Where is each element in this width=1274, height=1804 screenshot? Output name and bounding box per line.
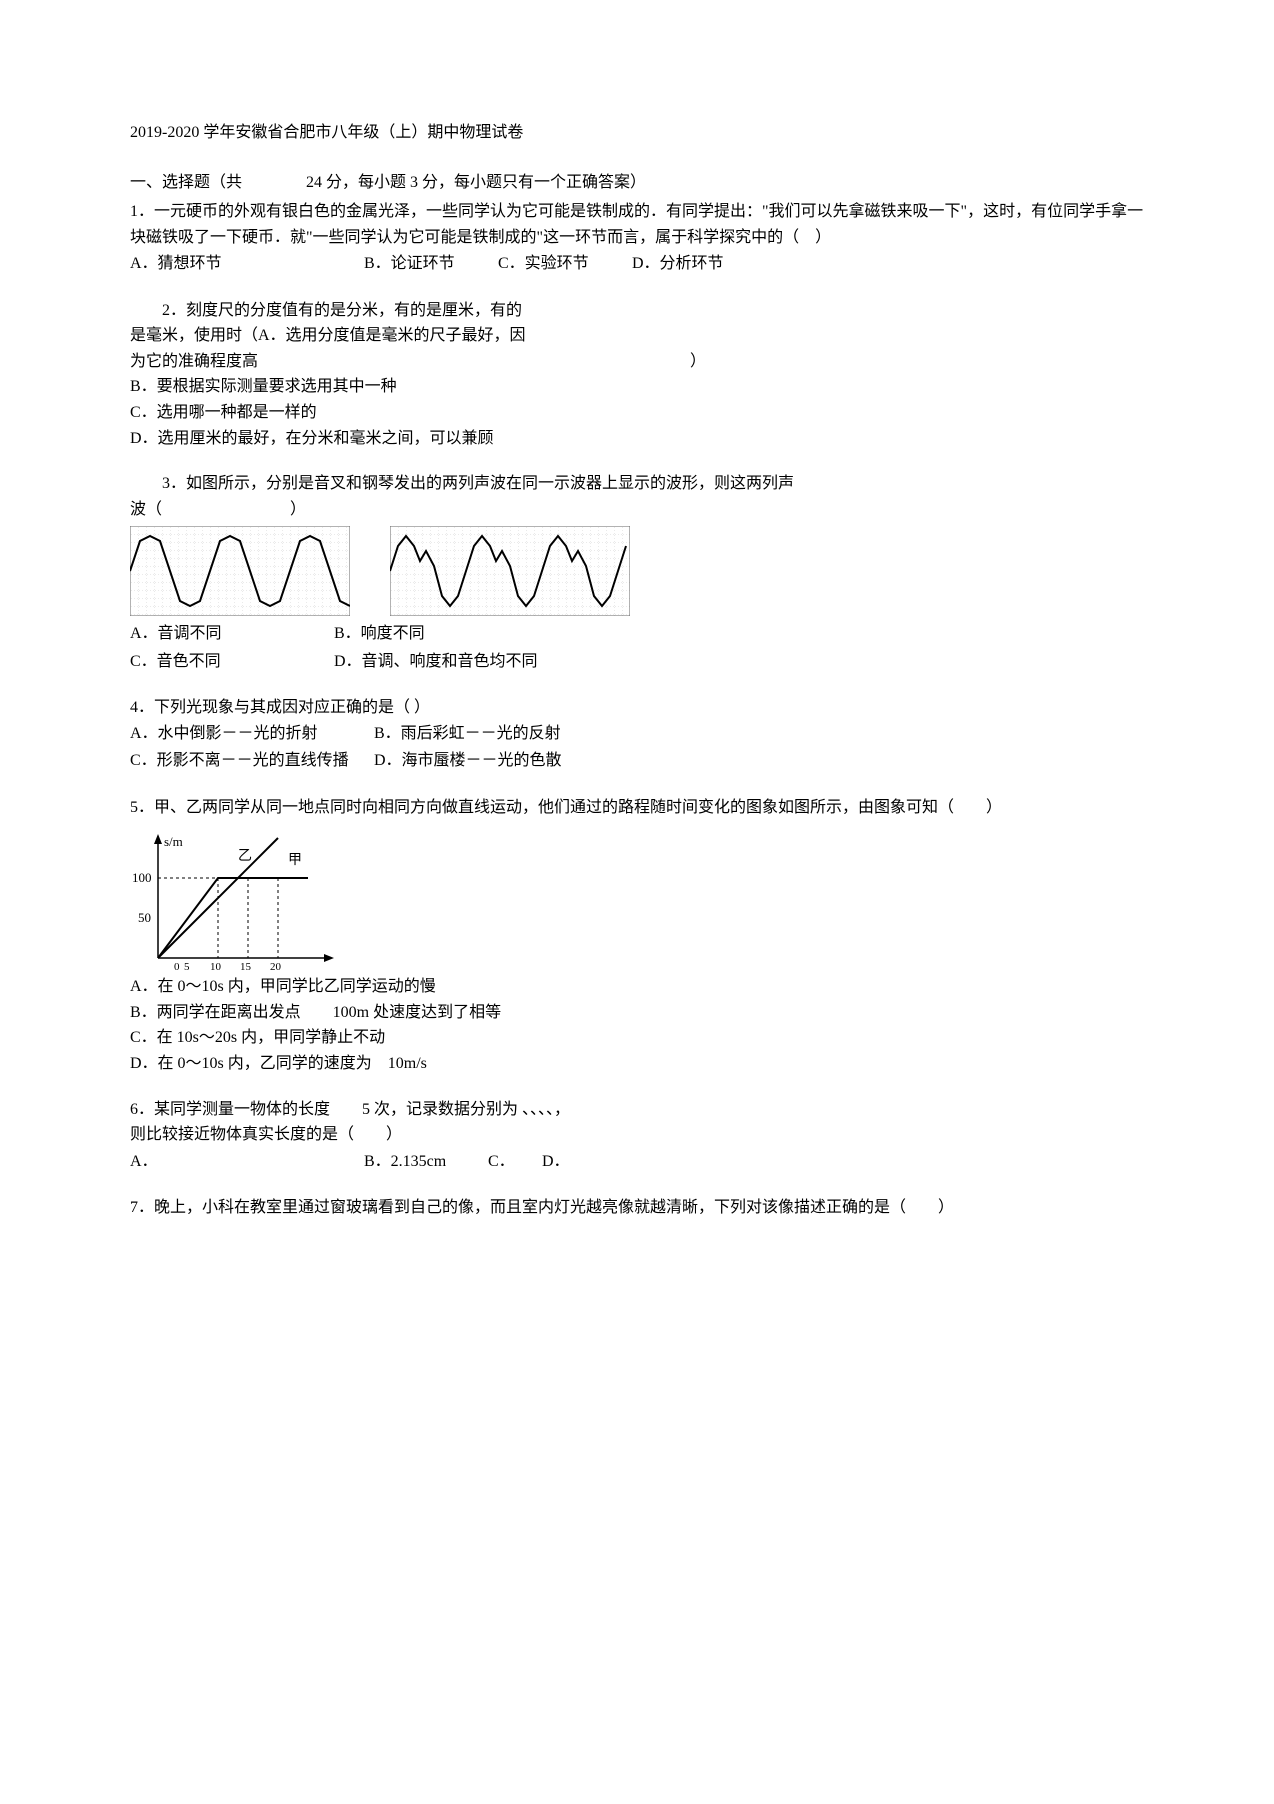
q3-waveforms — [130, 526, 1144, 616]
q2-cont: 是毫米，使用时（A．选用分度值是毫米的尺子最好，因 — [130, 323, 1144, 349]
q3-row2: C．音色不同 D．音调、响度和音色均不同 — [130, 648, 1144, 675]
question-2: 2．刻度尺的分度值有的是分米，有的是厘米，有的 是毫米，使用时（A．选用分度值是… — [130, 298, 1144, 452]
q4-text: 4．下列光现象与其成因对应正确的是（ ） — [130, 695, 1144, 721]
q3-opt-d: D．音调、响度和音色均不同 — [334, 653, 538, 670]
graph-ylabel: s/m — [164, 834, 183, 849]
q4-opt-a: A．水中倒影－－光的折射 — [130, 720, 370, 747]
svg-text:10: 10 — [210, 961, 222, 970]
q2-text: 2．刻度尺的分度值有的是分米，有的是厘米，有的 — [130, 298, 1144, 324]
q4-row2: C．形影不离－－光的直线传播 D．海市蜃楼－－光的色散 — [130, 747, 1144, 774]
q3-opt-b: B．响度不同 — [334, 625, 425, 642]
q6-cont: 则比较接近物体真实长度的是（ ） — [130, 1122, 1144, 1148]
q5-opt-a: A．在 0～10s 内，甲同学比乙同学运动的慢 — [130, 974, 1144, 1000]
waveform-1 — [130, 526, 350, 616]
q1-options: A．猜想环节 B．论证环节 C．实验环节 D．分析环节 — [130, 250, 1144, 277]
q1-opt-d: D．分析环节 — [632, 255, 724, 272]
question-4: 4．下列光现象与其成因对应正确的是（ ） A．水中倒影－－光的折射 B．雨后彩虹… — [130, 695, 1144, 775]
q3-row1: A．音调不同 B．响度不同 — [130, 620, 1144, 647]
q3-text: 3．如图所示，分别是音叉和钢琴发出的两列声波在同一示波器上显示的波形，则这两列声 — [130, 471, 1144, 497]
question-5: 5．甲、乙两同学从同一地点同时向相同方向做直线运动，他们通过的路程随时间变化的图… — [130, 795, 1144, 1077]
waveform-2 — [390, 526, 630, 616]
q2-opt-c: C．选用哪一种都是一样的 — [130, 400, 1144, 426]
svg-text:5: 5 — [184, 961, 190, 970]
q5-opt-c: C．在 10s～20s 内，甲同学静止不动 — [130, 1025, 1144, 1051]
question-7: 7．晚上，小科在教室里通过窗玻璃看到自己的像，而且室内灯光越亮像就越清晰，下列对… — [130, 1195, 1144, 1221]
q1-opt-b: B．论证环节 — [364, 250, 494, 277]
graph-label-yi: 乙 — [238, 848, 252, 864]
svg-text:0: 0 — [174, 961, 180, 970]
q3-opt-c: C．音色不同 — [130, 648, 330, 675]
question-1: 1．一元硬币的外观有银白色的金属光泽，一些同学认为它可能是铁制成的．有同学提出：… — [130, 199, 1144, 277]
q1-opt-c: C．实验环节 — [498, 250, 628, 277]
q5-graph: s/m 100 50 乙 甲 0 5 10 15 20 — [130, 830, 1144, 970]
q4-opt-b: B．雨后彩虹－－光的反射 — [374, 725, 561, 742]
q1-opt-a: A．猜想环节 — [130, 250, 360, 277]
q7-text: 7．晚上，小科在教室里通过窗玻璃看到自己的像，而且室内灯光越亮像就越清晰，下列对… — [130, 1195, 1144, 1221]
q2-opt-b: B．要根据实际测量要求选用其中一种 — [130, 374, 1144, 400]
svg-text:15: 15 — [240, 961, 252, 970]
q5-text: 5．甲、乙两同学从同一地点同时向相同方向做直线运动，他们通过的路程随时间变化的图… — [130, 795, 1144, 821]
graph-label-jia: 甲 — [288, 853, 302, 868]
q6-opt-d: D． — [542, 1153, 570, 1170]
q4-opt-c: C．形影不离－－光的直线传播 — [130, 747, 370, 774]
q6-text: 6．某同学测量一物体的长度 5 次，记录数据分别为 、、、、， — [130, 1097, 1144, 1123]
q1-text: 1．一元硬币的外观有银白色的金属光泽，一些同学认为它可能是铁制成的．有同学提出：… — [130, 199, 1144, 250]
svg-text:100: 100 — [132, 870, 152, 885]
svg-text:50: 50 — [138, 910, 151, 925]
section-1-header: 一、选择题（共 24 分，每小题 3 分，每小题只有一个正确答案） — [130, 170, 1144, 196]
q4-row1: A．水中倒影－－光的折射 B．雨后彩虹－－光的反射 — [130, 720, 1144, 747]
q6-options: A． B．2.135cm C． D． — [130, 1148, 1144, 1175]
q4-opt-d: D．海市蜃楼－－光的色散 — [374, 752, 562, 769]
q6-opt-a: A． — [130, 1148, 360, 1175]
exam-title: 2019-2020 学年安徽省合肥市八年级（上）期中物理试卷 — [130, 120, 1144, 146]
q2-cont2: 为它的准确程度高 ） — [130, 349, 1144, 375]
question-6: 6．某同学测量一物体的长度 5 次，记录数据分别为 、、、、， 则比较接近物体真… — [130, 1097, 1144, 1175]
q6-opt-b: B．2.135cm — [364, 1148, 484, 1175]
q6-opt-c: C． — [488, 1148, 538, 1175]
q3-cont: 波（ ） — [130, 497, 1144, 523]
svg-text:20: 20 — [270, 961, 282, 970]
q2-opt-d: D．选用厘米的最好，在分米和毫米之间，可以兼顾 — [130, 426, 1144, 452]
question-3: 3．如图所示，分别是音叉和钢琴发出的两列声波在同一示波器上显示的波形，则这两列声… — [130, 471, 1144, 675]
q5-opt-d: D．在 0～10s 内，乙同学的速度为 10m/s — [130, 1051, 1144, 1077]
q3-opt-a: A．音调不同 — [130, 620, 330, 647]
q5-opt-b: B．两同学在距离出发点 100m 处速度达到了相等 — [130, 1000, 1144, 1026]
